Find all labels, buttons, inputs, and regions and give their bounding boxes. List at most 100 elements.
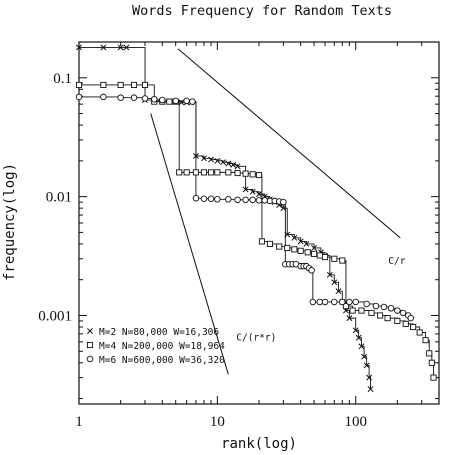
data-point (407, 314, 415, 322)
data-point (303, 240, 310, 247)
chart-title: Words Frequency for Random Texts (132, 3, 392, 19)
data-point (159, 96, 166, 104)
data-point (234, 196, 241, 204)
data-point (255, 171, 263, 179)
data-point (399, 309, 407, 317)
reference-line-label: C/r (388, 256, 405, 267)
data-point (200, 169, 207, 176)
data-point (367, 386, 374, 393)
data-point (410, 323, 417, 331)
data-point (230, 161, 237, 168)
data-point (192, 194, 200, 202)
data-point (242, 196, 249, 204)
data-point (100, 93, 107, 101)
data-point (214, 169, 221, 176)
series-markers (75, 44, 437, 393)
x-tick-label: 10 (210, 414, 225, 430)
data-point (256, 191, 262, 198)
data-point (361, 353, 368, 360)
data-point (316, 252, 323, 259)
legend-marker (86, 355, 94, 363)
data-point (151, 95, 158, 103)
data-point (311, 244, 318, 251)
legend-label: M=2 N=80,000 W=16,306 (99, 327, 219, 338)
data-point (339, 298, 346, 306)
data-point (394, 307, 401, 314)
legend-marker (86, 341, 94, 349)
data-point (363, 300, 370, 308)
data-point (234, 169, 241, 177)
data-point (428, 359, 435, 366)
data-point (200, 195, 208, 202)
data-point (100, 81, 107, 89)
data-point (331, 298, 338, 306)
y-tick-label: 0.01 (46, 190, 72, 206)
data-point (331, 279, 338, 286)
data-point (366, 374, 373, 381)
legend: M=2 N=80,000 W=16,306 M=4 N=200,000 W=18,… (86, 327, 225, 366)
y-tick-label: 0.001 (38, 308, 72, 324)
reference-line (177, 48, 401, 239)
data-point (342, 303, 349, 310)
data-point (276, 243, 283, 250)
y-axis-label: frequency(log) (2, 163, 18, 281)
data-point (284, 231, 291, 238)
data-point (258, 238, 265, 245)
data-point (346, 315, 353, 322)
data-point (321, 298, 329, 306)
data-point (249, 196, 256, 204)
data-point (242, 170, 249, 177)
data-point (297, 247, 304, 254)
data-point (308, 267, 315, 274)
series-line (79, 96, 412, 319)
data-point (309, 298, 317, 306)
reference-lines: C/r C/(r*r) (150, 48, 406, 375)
axis-ticks: 1 10 100 0.1 0.01 0.001 (38, 41, 440, 430)
data-point (358, 307, 365, 314)
data-point (402, 320, 409, 327)
data-point (416, 329, 423, 336)
data-point (368, 309, 375, 317)
data-point (335, 288, 342, 295)
data-point (358, 343, 365, 350)
data-point (225, 160, 232, 167)
data-point (117, 81, 124, 89)
data-point (387, 305, 395, 312)
data-point (192, 152, 199, 159)
data-point (352, 298, 359, 306)
x-axis-label: rank(log) (221, 436, 297, 452)
data-point (176, 169, 183, 176)
data-point (316, 298, 324, 306)
data-point (208, 156, 214, 163)
data-point (304, 249, 311, 256)
data-point (207, 195, 215, 202)
data-point (249, 188, 256, 195)
data-point (76, 44, 82, 51)
data-point (339, 257, 346, 264)
data-point (321, 254, 329, 261)
data-point (141, 81, 149, 89)
data-point (75, 81, 83, 89)
data-point (291, 234, 298, 241)
data-point (280, 198, 287, 206)
data-point (166, 98, 173, 105)
data-point (225, 196, 232, 203)
data-point (355, 334, 362, 341)
data-point (172, 97, 179, 105)
data-point (266, 240, 274, 247)
data-point (430, 374, 437, 381)
data-point (297, 238, 304, 245)
data-point (291, 246, 298, 253)
data-point (100, 44, 107, 51)
data-point (377, 312, 384, 319)
legend-label: M=6 N=600,000 W=36,320 (99, 355, 225, 366)
data-point (225, 169, 232, 176)
data-point (141, 95, 149, 102)
data-point (214, 196, 221, 203)
data-point (183, 97, 190, 105)
data-point (178, 99, 185, 106)
legend-label: M=4 N=200,000 W=18,964 (99, 341, 225, 352)
data-point (242, 186, 249, 193)
data-point (117, 94, 124, 101)
